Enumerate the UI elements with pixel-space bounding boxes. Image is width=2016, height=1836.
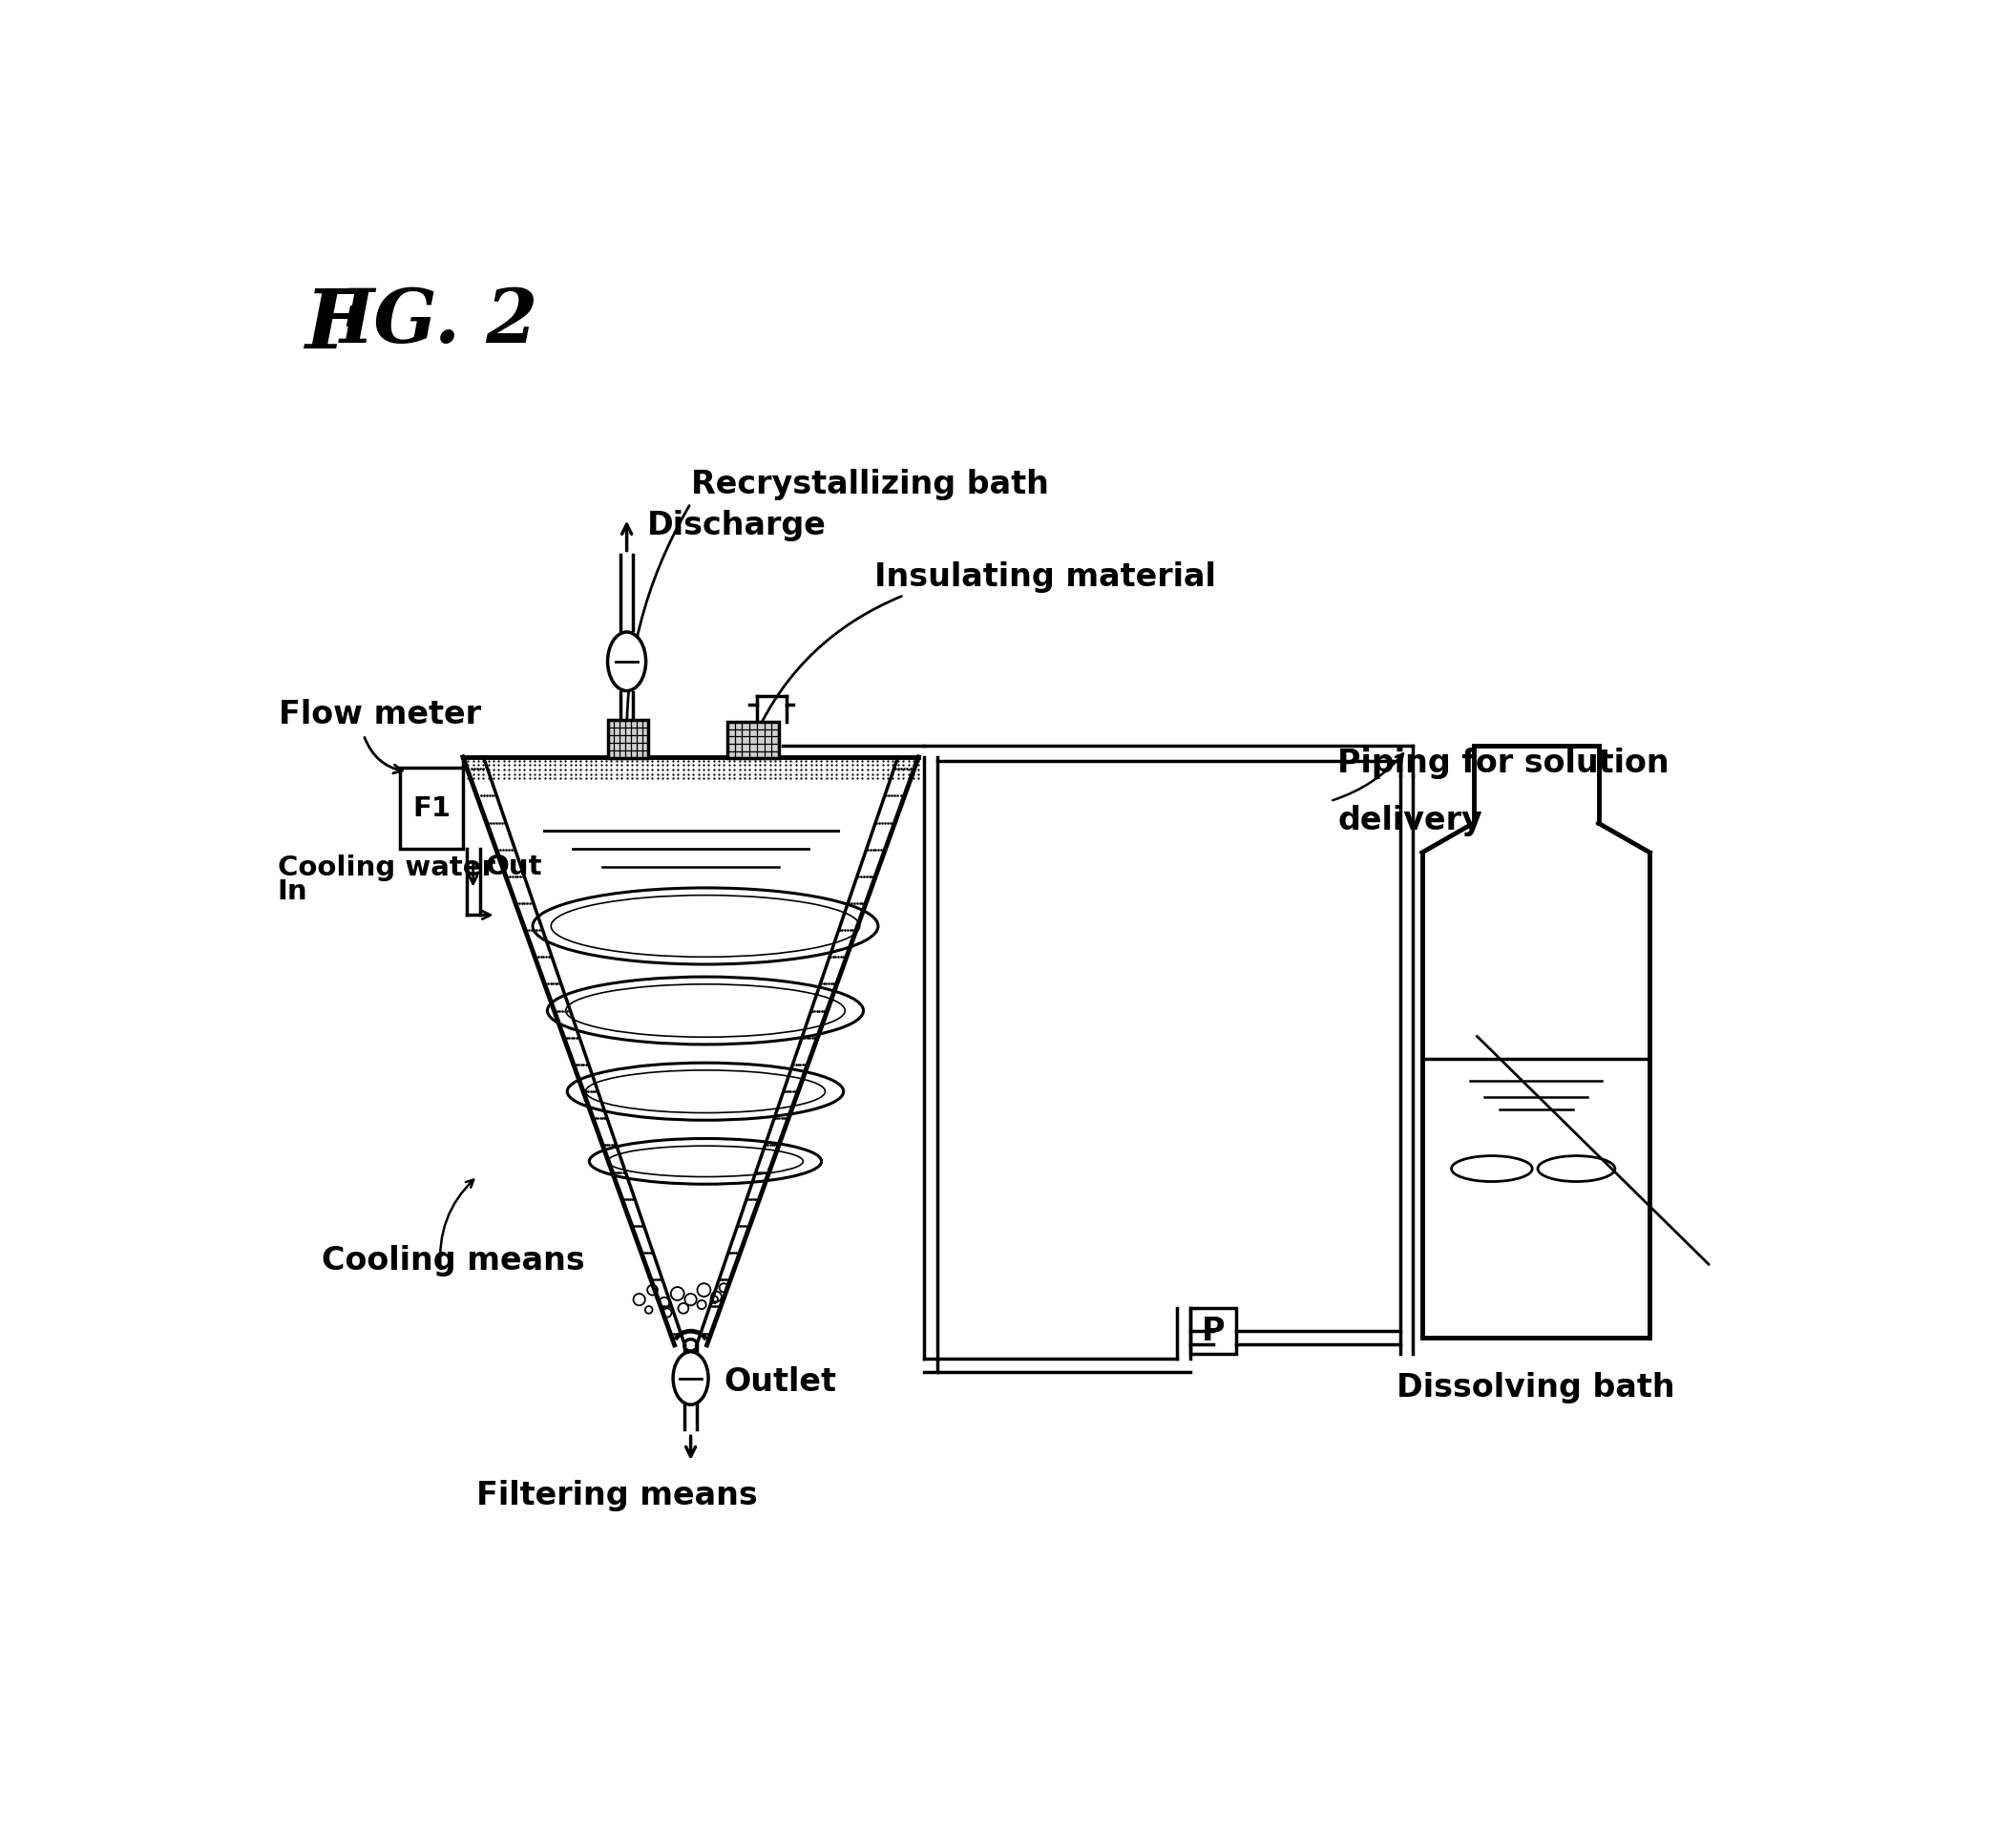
- Text: Cooling means: Cooling means: [323, 1245, 585, 1276]
- Bar: [728, 722, 778, 758]
- Bar: [1191, 1309, 1236, 1353]
- Text: P: P: [1202, 1315, 1226, 1348]
- Text: Cooling water: Cooling water: [278, 856, 496, 881]
- Bar: [401, 767, 464, 848]
- Text: Recrystallizing bath: Recrystallizing bath: [691, 470, 1048, 501]
- Text: In: In: [278, 878, 308, 905]
- Text: F1: F1: [413, 795, 452, 823]
- FancyArrowPatch shape: [1333, 755, 1403, 800]
- Text: F: F: [304, 285, 363, 365]
- Ellipse shape: [607, 632, 645, 690]
- Text: Insulating material: Insulating material: [875, 562, 1216, 593]
- Text: IG. 2: IG. 2: [339, 285, 538, 358]
- Text: Dissolving bath: Dissolving bath: [1397, 1371, 1675, 1403]
- Bar: [607, 720, 647, 758]
- Text: Filtering means: Filtering means: [476, 1480, 758, 1511]
- Text: Flow meter: Flow meter: [278, 698, 482, 731]
- FancyArrowPatch shape: [365, 738, 403, 773]
- FancyArrowPatch shape: [439, 1181, 474, 1269]
- Text: delivery: delivery: [1337, 804, 1482, 835]
- Text: Out: Out: [486, 854, 542, 881]
- FancyArrowPatch shape: [756, 597, 901, 734]
- Text: Discharge: Discharge: [647, 510, 827, 542]
- Text: Outlet: Outlet: [724, 1366, 837, 1397]
- FancyArrowPatch shape: [623, 505, 689, 753]
- Ellipse shape: [673, 1351, 708, 1405]
- Text: Piping for solution: Piping for solution: [1337, 747, 1669, 778]
